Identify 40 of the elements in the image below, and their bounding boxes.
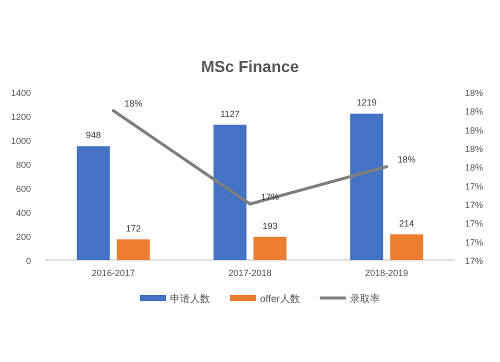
y2-tick-label: 17% [465, 237, 484, 248]
y-tick-label: 200 [16, 232, 31, 242]
data-label: 172 [126, 223, 141, 234]
y-tick-label: 0 [26, 256, 31, 266]
y-tick-label: 1200 [10, 112, 31, 122]
y-tick-label: 600 [16, 184, 31, 194]
data-label: 18% [124, 98, 142, 109]
y2-tick-label: 18% [465, 106, 484, 117]
y2-tick-label: 17% [465, 256, 484, 266]
x-tick-label: 2018-2019 [365, 268, 408, 278]
data-label: 18% [398, 154, 416, 165]
y-tick-label: 400 [16, 208, 31, 218]
data-label: 948 [86, 130, 101, 140]
y2-tick-label: 17% [465, 181, 484, 192]
bar [116, 239, 150, 260]
data-label: 17% [260, 192, 280, 202]
chart-title: MSc Finance [201, 59, 299, 76]
y-tick-label: 1000 [10, 136, 31, 146]
data-label: 193 [262, 220, 278, 231]
y2-tick-label: 18% [465, 144, 484, 154]
bar [76, 146, 110, 260]
y2-tick-label: 18% [465, 162, 484, 173]
bar [350, 114, 384, 260]
x-tick-label: 2017-2018 [228, 268, 272, 278]
y2-tick-label: 17% [465, 200, 484, 210]
data-label: 1127 [220, 108, 240, 119]
y-tick-label: 1400 [10, 88, 31, 98]
legend-label: 录取率 [350, 293, 380, 305]
legend-label: offer人数 [260, 294, 300, 305]
data-label: 214 [399, 218, 414, 228]
bar [214, 124, 246, 260]
bar [254, 236, 286, 260]
y-tick-label: 800 [16, 160, 31, 170]
x-tick-label: 2016-2017 [92, 268, 135, 278]
y2-tick-label: 18% [465, 88, 484, 98]
y2-tick-label: 18% [465, 125, 484, 136]
bar [390, 234, 424, 260]
data-label: 1219 [356, 98, 377, 108]
legend-label: 申请人数 [170, 293, 210, 305]
y2-tick-label: 17% [465, 218, 484, 229]
